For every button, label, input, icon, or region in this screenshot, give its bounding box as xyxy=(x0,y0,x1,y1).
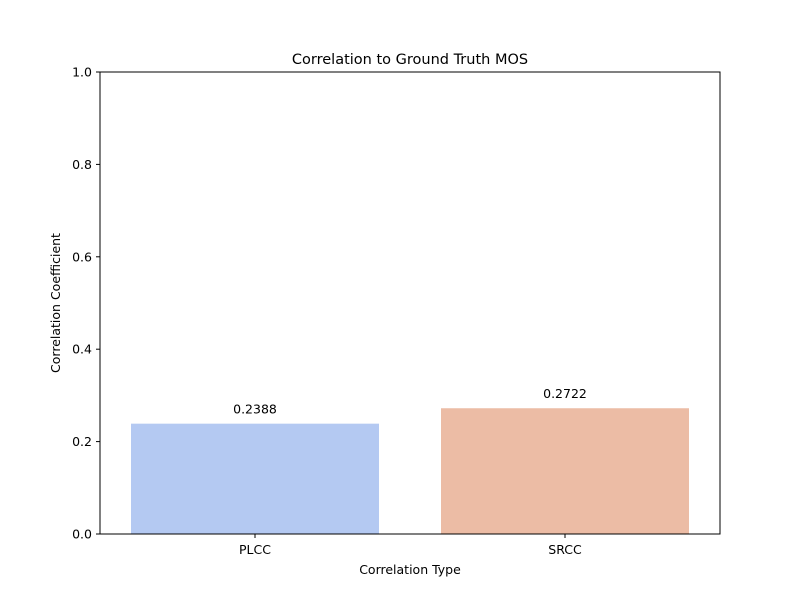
y-tick-label: 0.6 xyxy=(72,249,92,264)
y-tick-label: 0.8 xyxy=(72,157,92,172)
x-axis-label: Correlation Type xyxy=(359,562,461,577)
value-label-srcc: 0.2722 xyxy=(543,386,587,401)
bar-plcc xyxy=(131,423,379,534)
x-tick-label-plcc: PLCC xyxy=(239,542,271,557)
y-axis: 0.0 0.2 0.4 0.6 0.8 1.0 xyxy=(72,65,100,542)
y-tick-label: 1.0 xyxy=(72,65,92,80)
y-tick-label: 0.2 xyxy=(72,434,92,449)
value-label-plcc: 0.2388 xyxy=(233,402,277,417)
plot-frame xyxy=(99,71,721,535)
y-axis-label: Correlation Coefficient xyxy=(48,233,63,373)
x-axis: PLCC SRCC xyxy=(239,534,582,557)
y-tick-label: 0.4 xyxy=(72,342,92,357)
bars-layer xyxy=(131,408,689,534)
bar-srcc xyxy=(441,408,689,534)
chart-title: Correlation to Ground Truth MOS xyxy=(292,52,528,68)
x-tick-label-srcc: SRCC xyxy=(548,542,582,557)
y-tick-label: 0.0 xyxy=(72,527,92,542)
value-labels-layer: 0.2388 0.2722 xyxy=(233,386,587,416)
